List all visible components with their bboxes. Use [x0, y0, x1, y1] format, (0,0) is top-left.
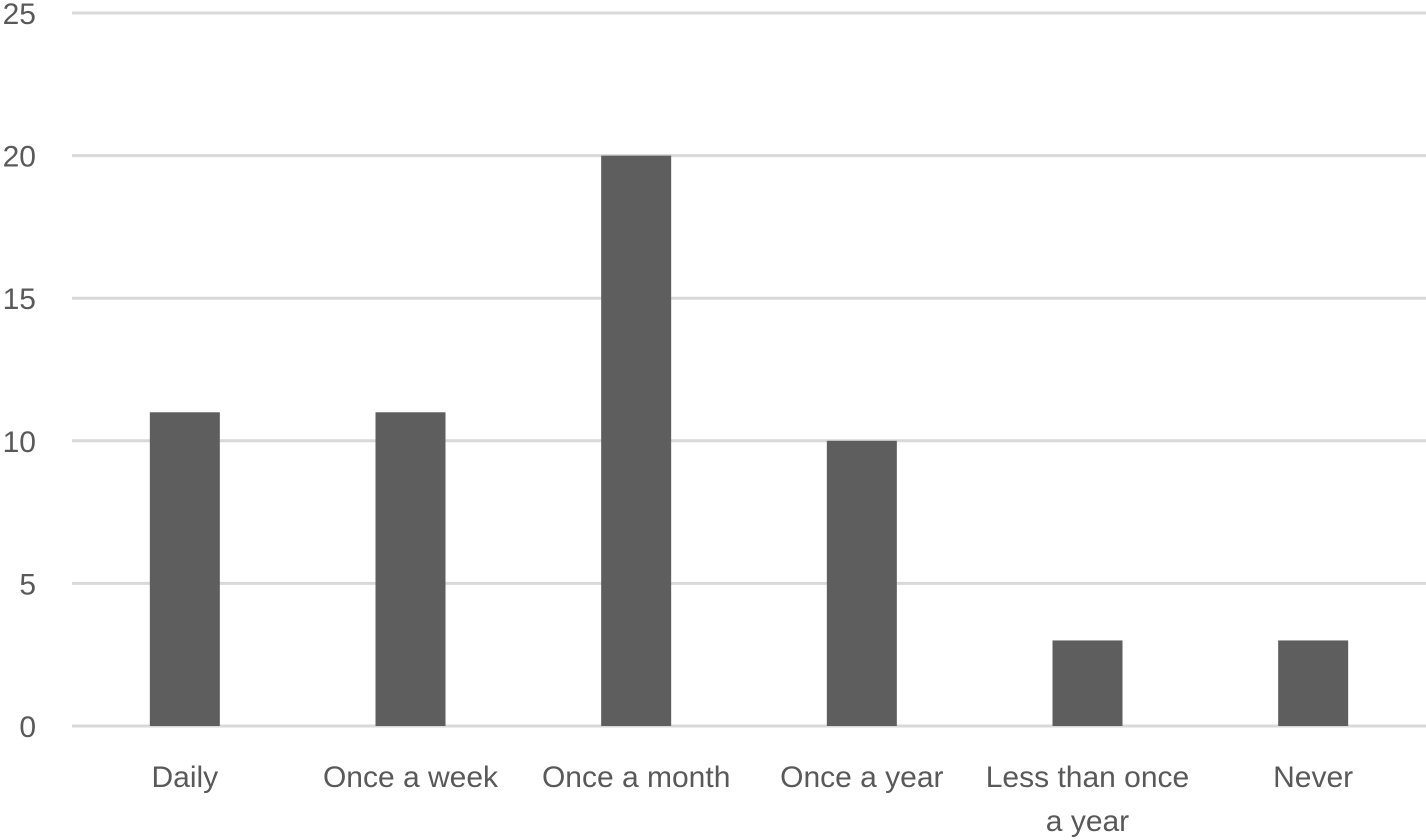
- bar-never: [1278, 640, 1349, 726]
- y-tick-label: 0: [19, 711, 36, 744]
- bar-once-a-month: [601, 155, 672, 727]
- y-tick-label: 20: [3, 141, 36, 174]
- bar-less-than-once-a-year: [1052, 640, 1123, 726]
- x-category-label: Once a year: [780, 761, 943, 794]
- gridlines: [72, 11, 1426, 728]
- bar-once-a-year: [826, 440, 897, 726]
- x-category-label: Less than once a year: [986, 761, 1189, 838]
- bar-daily: [149, 412, 220, 726]
- bars: [149, 155, 1349, 727]
- y-tick-label: 5: [19, 568, 36, 601]
- y-axis-tick-labels: 0 5 10 15 20 25: [3, 0, 36, 744]
- y-tick-label: 10: [3, 426, 36, 459]
- bar-once-a-week: [375, 412, 446, 726]
- x-axis-category-labels: Daily Once a week Once a month Once a year L…: [151, 761, 1353, 838]
- x-category-label: Once a week: [323, 761, 499, 794]
- x-category-label: Once a month: [542, 761, 730, 794]
- y-tick-label: 25: [3, 0, 36, 31]
- y-tick-label: 15: [3, 283, 36, 316]
- x-category-label: Daily: [151, 761, 218, 794]
- x-category-label: Never: [1273, 761, 1353, 794]
